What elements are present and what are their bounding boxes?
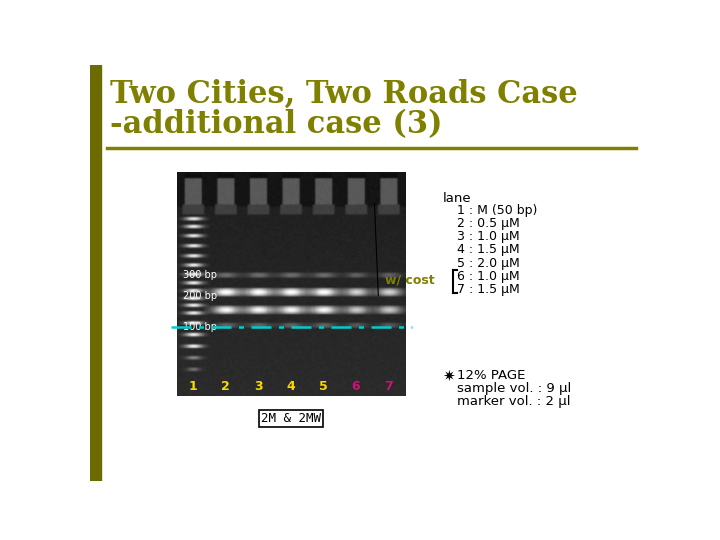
Text: 2: 2	[221, 380, 230, 393]
Text: Two Cities, Two Roads Case: Two Cities, Two Roads Case	[110, 79, 578, 110]
Text: 7 : 1.5 μM: 7 : 1.5 μM	[456, 283, 519, 296]
Text: 6: 6	[351, 380, 360, 393]
Bar	[90, 65, 101, 481]
Text: 6 : 1.0 μM: 6 : 1.0 μM	[456, 269, 519, 282]
Text: -additional case (3): -additional case (3)	[110, 110, 443, 140]
Text: 300 bp: 300 bp	[183, 270, 217, 280]
Text: 4: 4	[287, 380, 295, 393]
Text: 3: 3	[254, 380, 263, 393]
Text: 100 bp: 100 bp	[183, 322, 217, 332]
Text: lane: lane	[443, 192, 472, 205]
Text: 1 : M (50 bp): 1 : M (50 bp)	[456, 204, 537, 217]
Text: marker vol. : 2 μl: marker vol. : 2 μl	[456, 395, 570, 408]
Text: 3 : 1.0 μM: 3 : 1.0 μM	[456, 231, 519, 244]
Text: sample vol. : 9 μl: sample vol. : 9 μl	[456, 382, 571, 395]
Bar	[259, 410, 323, 427]
Text: 1: 1	[189, 380, 197, 393]
Text: ✷: ✷	[443, 369, 455, 384]
Text: 5 : 2.0 μM: 5 : 2.0 μM	[456, 256, 519, 269]
Text: 2M & 2MW: 2M & 2MW	[261, 411, 321, 425]
Text: 4 : 1.5 μM: 4 : 1.5 μM	[456, 244, 519, 256]
Text: w/ cost: w/ cost	[385, 273, 435, 286]
Text: 200 bp: 200 bp	[183, 291, 217, 301]
Text: 5: 5	[319, 380, 328, 393]
Text: 7: 7	[384, 380, 392, 393]
Text: 2 : 0.5 μM: 2 : 0.5 μM	[456, 217, 519, 230]
Text: 12% PAGE: 12% PAGE	[456, 369, 525, 382]
